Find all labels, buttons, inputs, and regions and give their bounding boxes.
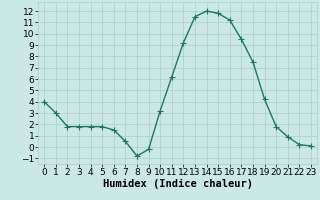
X-axis label: Humidex (Indice chaleur): Humidex (Indice chaleur) — [103, 179, 252, 189]
